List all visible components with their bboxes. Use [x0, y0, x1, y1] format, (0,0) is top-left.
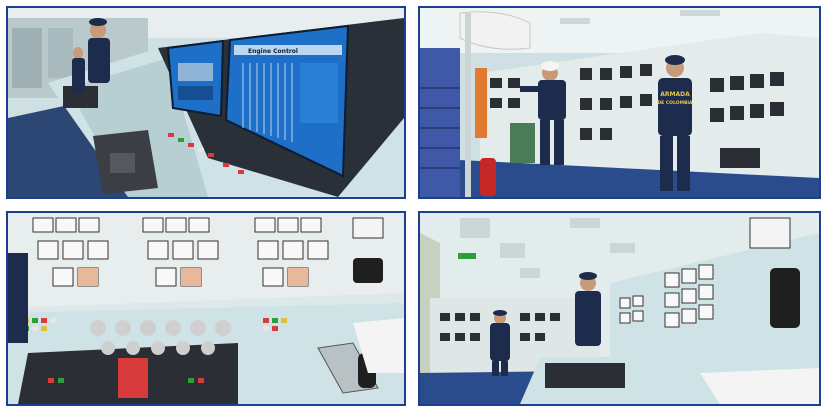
switchboard-illustration: ARMADA DE COLOMBIA	[420, 8, 819, 197]
uniform-text-line1: ARMADA	[660, 91, 690, 98]
scene-engine-switchboard: ARMADA DE COLOMBIA	[418, 6, 821, 199]
monitor-right: Engine Control	[224, 24, 350, 178]
scene-control-room-overview	[418, 211, 821, 406]
console-buttons	[168, 133, 244, 174]
control-room-illustration	[420, 213, 819, 404]
uniform-text-line2: DE COLOMBIA	[657, 100, 693, 106]
gauge-panel-illustration	[8, 213, 404, 404]
officer-figure	[88, 18, 110, 83]
scene-control-console: Engine Control	[6, 6, 406, 199]
officer-back-view: ARMADA DE COLOMBIA	[657, 55, 693, 191]
officer-figure-2	[72, 47, 85, 93]
officer-white-helmet	[520, 61, 566, 165]
monitor-left	[166, 39, 225, 118]
officer-left	[490, 310, 510, 376]
exit-sign	[458, 253, 476, 259]
screen-title: Engine Control	[248, 48, 298, 55]
officer-center	[575, 272, 601, 346]
scene-gauge-panel	[6, 211, 406, 406]
control-console-illustration: Engine Control	[8, 8, 404, 197]
